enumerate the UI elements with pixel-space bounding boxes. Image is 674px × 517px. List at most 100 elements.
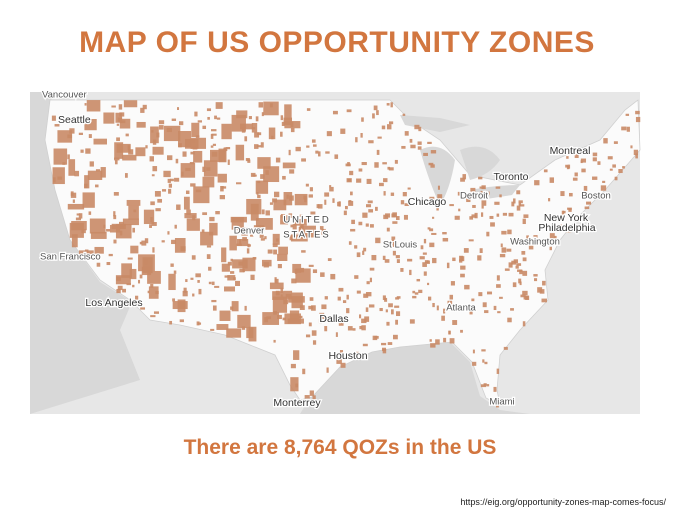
place-label: Denver bbox=[234, 226, 265, 237]
zone bbox=[633, 149, 639, 155]
zone bbox=[372, 113, 375, 119]
zone bbox=[269, 282, 284, 290]
zone bbox=[580, 158, 587, 163]
zone bbox=[493, 386, 497, 392]
zone bbox=[635, 153, 638, 159]
zone bbox=[208, 281, 212, 285]
zone bbox=[293, 218, 307, 226]
zone bbox=[215, 211, 220, 215]
zone bbox=[361, 117, 364, 122]
zone bbox=[308, 264, 314, 267]
zone bbox=[227, 275, 236, 281]
zone bbox=[407, 258, 413, 262]
source-link[interactable]: https://eig.org/opportunity-zones-map-co… bbox=[460, 497, 666, 507]
zone bbox=[496, 213, 500, 217]
zone bbox=[565, 229, 572, 233]
zone bbox=[372, 335, 378, 341]
zone bbox=[429, 196, 435, 202]
zone bbox=[337, 296, 341, 301]
zone bbox=[432, 257, 437, 264]
zone bbox=[90, 231, 107, 239]
zone bbox=[90, 254, 94, 260]
zone bbox=[609, 168, 613, 171]
zone bbox=[115, 275, 131, 285]
zone bbox=[459, 259, 463, 263]
zone bbox=[301, 250, 306, 253]
zone bbox=[567, 207, 572, 210]
zone bbox=[525, 295, 530, 300]
zone bbox=[185, 279, 188, 283]
zone bbox=[206, 108, 212, 112]
zone bbox=[152, 166, 158, 172]
zone bbox=[265, 210, 270, 216]
zone bbox=[463, 248, 469, 253]
zone bbox=[202, 125, 207, 130]
zone bbox=[71, 234, 78, 248]
place-label: Miami bbox=[489, 397, 514, 408]
zone bbox=[143, 209, 155, 225]
zone bbox=[423, 238, 427, 244]
zone bbox=[318, 204, 323, 209]
zone bbox=[260, 238, 265, 241]
zone bbox=[130, 245, 139, 254]
zone bbox=[501, 230, 507, 235]
zone bbox=[301, 158, 306, 162]
zone bbox=[549, 177, 555, 183]
zone bbox=[592, 176, 598, 180]
zone bbox=[88, 211, 92, 215]
zone bbox=[85, 148, 91, 154]
zone bbox=[630, 145, 633, 149]
zone bbox=[446, 262, 450, 269]
zone bbox=[402, 113, 406, 116]
zone bbox=[207, 116, 210, 120]
zone bbox=[460, 329, 463, 333]
zone bbox=[346, 294, 349, 300]
zone bbox=[635, 116, 641, 123]
zone bbox=[236, 243, 242, 246]
zone bbox=[258, 102, 264, 108]
zone bbox=[202, 166, 206, 172]
zone bbox=[430, 150, 437, 154]
zone bbox=[518, 278, 522, 284]
zone bbox=[497, 311, 501, 314]
zone bbox=[312, 395, 316, 400]
zone bbox=[586, 201, 592, 205]
zone bbox=[67, 154, 70, 160]
zone bbox=[76, 213, 81, 216]
zone bbox=[427, 227, 431, 230]
zone bbox=[155, 290, 159, 295]
zone bbox=[286, 194, 289, 199]
zone bbox=[113, 239, 117, 244]
zone bbox=[156, 132, 160, 138]
zone bbox=[311, 330, 317, 336]
zone bbox=[196, 321, 200, 326]
zone bbox=[534, 278, 538, 282]
zone bbox=[389, 121, 394, 125]
zone bbox=[395, 311, 401, 317]
zone bbox=[95, 184, 99, 188]
zone bbox=[185, 190, 190, 195]
zone bbox=[423, 152, 428, 156]
zone bbox=[119, 230, 123, 236]
zone bbox=[409, 138, 413, 143]
zone bbox=[280, 287, 284, 293]
zone bbox=[193, 150, 203, 163]
zone bbox=[168, 183, 173, 188]
zone bbox=[394, 159, 398, 164]
zone bbox=[171, 239, 177, 245]
zone bbox=[478, 176, 483, 180]
zone bbox=[88, 134, 92, 139]
zone bbox=[109, 224, 121, 233]
zone bbox=[308, 305, 314, 310]
zone bbox=[481, 200, 487, 206]
zone bbox=[275, 157, 281, 163]
zone bbox=[412, 295, 417, 299]
zone bbox=[479, 248, 483, 253]
zone bbox=[537, 287, 543, 293]
zone bbox=[224, 286, 236, 292]
zone bbox=[329, 186, 334, 192]
zone bbox=[127, 257, 133, 260]
zone bbox=[158, 120, 165, 125]
zone bbox=[78, 132, 83, 136]
zone bbox=[418, 126, 422, 132]
